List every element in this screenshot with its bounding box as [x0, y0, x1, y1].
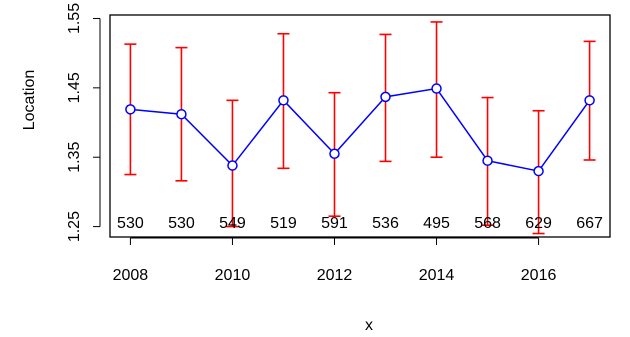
- x-axis-title: x: [365, 317, 373, 334]
- series: [125, 83, 595, 177]
- count-label: 667: [576, 215, 603, 232]
- data-point: [227, 160, 238, 171]
- data-point: [533, 165, 544, 177]
- x-tick-label: 2010: [215, 267, 251, 284]
- y-tick-label: 1.45: [66, 72, 83, 103]
- count-labels: 530 530 549 519 591 536 495 568 629 667: [117, 215, 603, 232]
- x-tick-label: 2008: [113, 267, 149, 284]
- y-axis: 1.25 1.35 1.45 1.55: [66, 3, 101, 242]
- data-point: [380, 91, 391, 103]
- count-label: 495: [423, 215, 450, 232]
- data-point: [584, 95, 595, 106]
- y-tick-label: 1.25: [66, 211, 83, 242]
- data-point: [176, 108, 187, 120]
- count-label: 530: [168, 215, 195, 232]
- count-label: 591: [321, 215, 348, 232]
- data-point: [431, 83, 442, 94]
- x-tick-label: 2012: [317, 267, 353, 284]
- y-axis-title: Location: [21, 70, 38, 131]
- data-point: [125, 104, 136, 115]
- plot-box: [109, 14, 611, 238]
- count-label: 530: [117, 215, 144, 232]
- count-label: 629: [525, 215, 552, 232]
- data-point: [482, 155, 493, 166]
- y-tick-label: 1.55: [66, 3, 83, 34]
- series-line: [130, 87, 591, 172]
- count-label: 536: [372, 215, 399, 232]
- count-label: 549: [219, 215, 246, 232]
- x-tick-label: 2016: [521, 267, 557, 284]
- count-label: 568: [474, 215, 501, 232]
- data-point: [329, 148, 340, 159]
- x-tick-label: 2014: [419, 267, 455, 284]
- x-axis: 2008 2010 2012 2014 2016: [113, 237, 557, 284]
- count-label: 519: [270, 215, 297, 232]
- data-point: [278, 95, 289, 106]
- y-tick-label: 1.35: [66, 142, 83, 173]
